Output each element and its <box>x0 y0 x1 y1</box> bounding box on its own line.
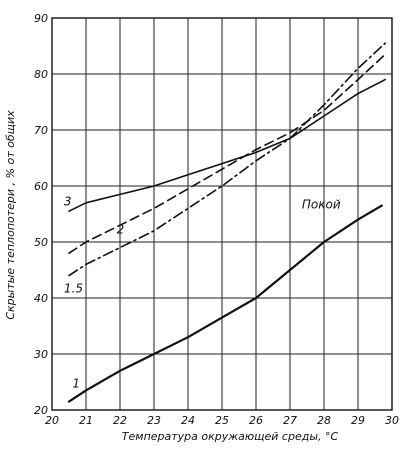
x-tick-label: 26 <box>249 414 263 427</box>
series-label-1-5: 1.5 <box>64 281 83 295</box>
series-line <box>68 78 387 212</box>
x-axis-label: Температура окружающей среды, °C <box>122 430 339 443</box>
y-tick-label: 20 <box>34 404 48 417</box>
series-label-1: 1 <box>72 377 80 391</box>
y-tick-label: 50 <box>34 236 48 249</box>
y-tick-label: 30 <box>34 348 48 361</box>
x-tick-label: 21 <box>79 414 93 427</box>
y-tick-label: 90 <box>34 12 48 25</box>
series-label-2: 2 <box>117 223 125 237</box>
x-tick-label: 27 <box>283 414 297 427</box>
x-tick-label: 25 <box>215 414 229 427</box>
y-tick-label: 40 <box>34 292 48 305</box>
series-line <box>68 42 387 277</box>
x-tick-label: 20 <box>45 414 59 427</box>
series-labels: 3 2 1.5 Покой 1 <box>64 195 341 391</box>
plot-frame <box>51 17 393 411</box>
y-tick-label: 60 <box>34 180 48 193</box>
y-axis-label: Скрытые теплопотери , % от общих <box>4 110 17 320</box>
x-tick-label: 22 <box>113 414 127 427</box>
x-tick-label: 23 <box>147 414 161 427</box>
x-tick-label: 30 <box>385 414 399 427</box>
plot-border <box>51 17 393 411</box>
series-line <box>68 53 387 254</box>
x-tick-labels: 20 21 22 23 24 25 26 27 28 29 30 <box>45 414 399 427</box>
x-tick-label: 24 <box>181 414 195 427</box>
series-label-3: 3 <box>64 195 72 209</box>
y-tick-labels: 20 30 40 50 60 70 80 90 <box>34 12 48 417</box>
y-tick-label: 70 <box>34 124 48 137</box>
series-line <box>67 204 383 403</box>
x-tick-label: 28 <box>317 414 331 427</box>
y-tick-label: 80 <box>34 68 48 81</box>
grid <box>51 17 393 411</box>
series-label-rest: Покой <box>302 197 341 211</box>
series-group <box>67 42 387 403</box>
x-tick-label: 29 <box>351 414 365 427</box>
